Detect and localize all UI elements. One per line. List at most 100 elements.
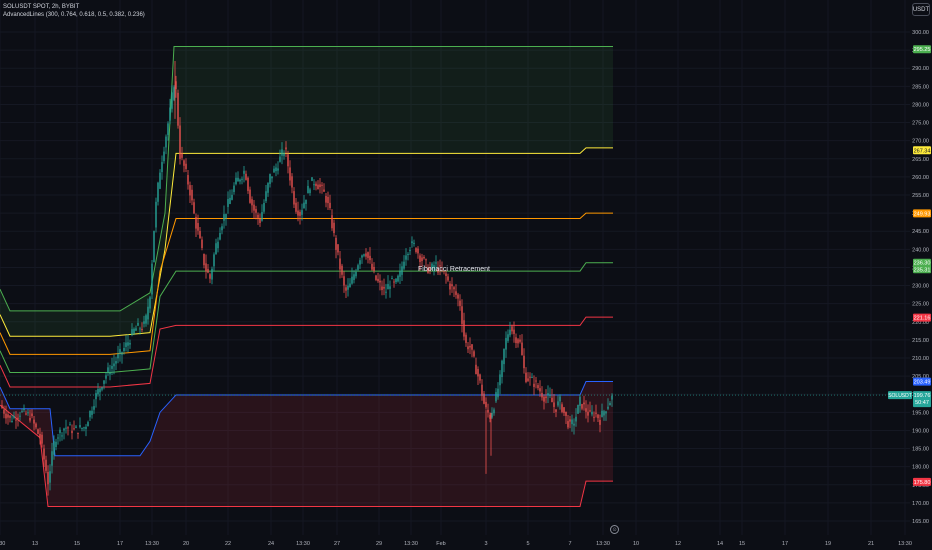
candle-body bbox=[181, 153, 183, 158]
candle-body bbox=[187, 175, 189, 185]
y-tick-label: 215.00 bbox=[912, 338, 929, 344]
price-axis[interactable]: 165.00170.00175.00180.00185.00190.00195.… bbox=[912, 0, 932, 550]
candle-body bbox=[137, 322, 139, 326]
candle-body bbox=[101, 387, 103, 390]
candle-body bbox=[11, 421, 13, 423]
x-tick-label: 13:30 bbox=[404, 541, 418, 547]
candle-body bbox=[517, 339, 519, 344]
x-tick-label: 12 bbox=[675, 541, 681, 547]
candle-body bbox=[333, 222, 335, 234]
candle-body bbox=[215, 243, 217, 255]
candle-body bbox=[17, 417, 19, 419]
candle-body bbox=[141, 328, 143, 330]
candle-body bbox=[321, 184, 323, 186]
candle-body bbox=[513, 329, 515, 334]
candle-body bbox=[419, 255, 421, 262]
candle-body bbox=[237, 177, 239, 182]
candle-body bbox=[167, 123, 169, 135]
x-tick-label: 9:30 bbox=[0, 541, 5, 547]
x-tick-label: 10 bbox=[633, 541, 639, 547]
candle-body bbox=[565, 411, 567, 416]
indicator-title[interactable]: AdvancedLines (300, 0.764, 0.618, 0.5, 0… bbox=[3, 12, 145, 18]
candle-body bbox=[461, 306, 463, 324]
candle-body bbox=[25, 413, 27, 415]
candle-body bbox=[327, 196, 329, 204]
candle-body bbox=[135, 328, 137, 331]
candle-body bbox=[503, 348, 505, 365]
currency-badge[interactable]: USDT bbox=[912, 3, 930, 16]
time-axis[interactable]: 9:30 13 15 17 13:30 20 22 24 13:30 27 29 13:30 Feb 3 5… bbox=[0, 535, 932, 550]
candle-body bbox=[209, 274, 211, 279]
x-tick-label: 17 bbox=[782, 541, 788, 547]
candle-body bbox=[177, 92, 179, 126]
candle-body bbox=[527, 378, 529, 381]
fib-zones bbox=[0, 46, 613, 507]
candle-body bbox=[1, 405, 3, 409]
symbol-badge-label: SOLUSDT bbox=[888, 393, 912, 399]
fib-level-top bbox=[0, 45, 613, 312]
candle-body bbox=[139, 328, 141, 330]
symbol-title[interactable]: SOLUSDT SPOT, 2h, BYBIT bbox=[3, 4, 80, 10]
candle-body bbox=[185, 163, 187, 169]
candle-body bbox=[29, 417, 31, 421]
candle-body bbox=[555, 409, 557, 412]
candle-body bbox=[463, 320, 465, 337]
candle-body bbox=[105, 375, 107, 379]
candle-body bbox=[537, 385, 539, 389]
y-tick-label: 210.00 bbox=[912, 356, 929, 362]
candle-body bbox=[285, 147, 287, 150]
candle-body bbox=[281, 149, 283, 156]
candle-body bbox=[123, 347, 125, 352]
candle-body bbox=[115, 361, 117, 364]
candle-body bbox=[241, 178, 243, 180]
candle-body bbox=[581, 404, 583, 409]
candle-body bbox=[195, 216, 197, 229]
candle-body bbox=[65, 427, 67, 429]
x-tick-label: 14 bbox=[717, 541, 723, 547]
candle-body bbox=[393, 281, 395, 283]
candle-body bbox=[175, 81, 177, 89]
price-badge-bg bbox=[913, 209, 931, 218]
price-badge-label: 295.25 bbox=[914, 47, 931, 53]
candle-body bbox=[365, 253, 367, 257]
candle-body bbox=[191, 189, 193, 201]
candle-body bbox=[249, 189, 251, 203]
candle-body bbox=[69, 424, 71, 426]
candle-body bbox=[229, 197, 231, 204]
y-tick-label: 255.00 bbox=[912, 193, 929, 199]
candle-body bbox=[499, 374, 501, 386]
candle-body bbox=[577, 404, 579, 414]
candle-body bbox=[401, 266, 403, 275]
time-zone-icon[interactable]: ⊙ bbox=[610, 525, 619, 534]
candle-body bbox=[477, 369, 479, 377]
candle-body bbox=[89, 410, 91, 418]
y-tick-label: 265.00 bbox=[912, 157, 929, 163]
candle-body bbox=[9, 415, 11, 418]
candle-body bbox=[377, 278, 379, 282]
candle-body bbox=[323, 189, 325, 192]
candle-body bbox=[305, 199, 307, 204]
candle-body bbox=[457, 294, 459, 299]
candle-body bbox=[231, 194, 233, 200]
candle-body bbox=[163, 151, 165, 162]
candle-body bbox=[81, 427, 83, 429]
candle-body bbox=[417, 248, 419, 254]
candle-body bbox=[245, 173, 247, 180]
candle-body bbox=[529, 376, 531, 378]
candle-body bbox=[289, 167, 291, 181]
candle-body bbox=[183, 160, 185, 166]
candle-body bbox=[293, 191, 295, 205]
candle-body bbox=[73, 428, 75, 430]
price-badge-label: 175.80 bbox=[914, 480, 931, 486]
candle-body bbox=[485, 401, 487, 408]
price-badge-label: 249.93 bbox=[914, 211, 931, 217]
candle-body bbox=[211, 268, 213, 280]
countdown-label: 50:47 bbox=[915, 400, 929, 406]
candle-body bbox=[251, 199, 253, 206]
candle-body bbox=[55, 441, 57, 448]
candle-body bbox=[157, 182, 159, 202]
candle-body bbox=[455, 291, 457, 295]
candle-body bbox=[551, 397, 553, 403]
candle-body bbox=[437, 267, 439, 273]
